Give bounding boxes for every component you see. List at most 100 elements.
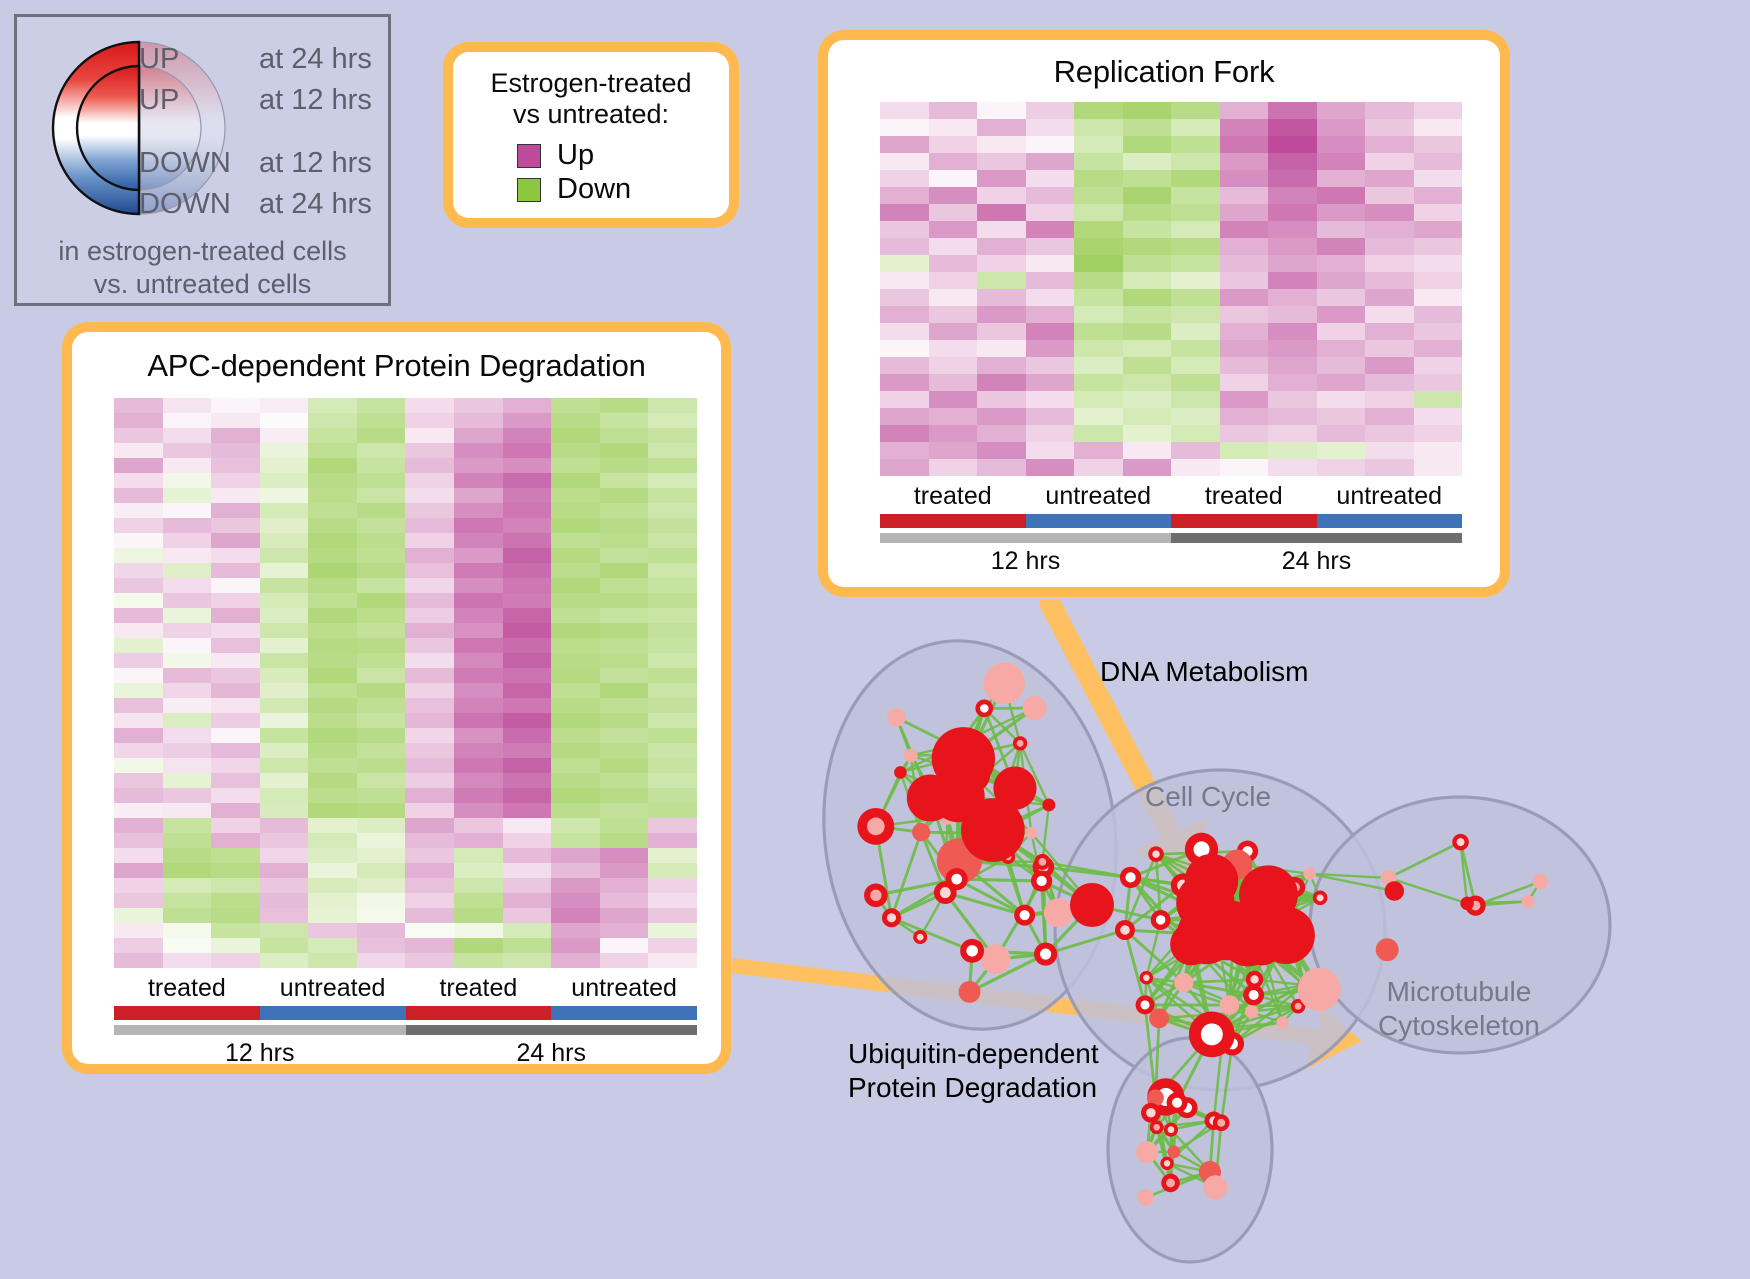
network-node [1219, 995, 1240, 1015]
heatmap-cell [1025, 306, 1074, 323]
colorwheel-direction: DOWN [139, 188, 231, 220]
heatmap-cell [977, 221, 1026, 238]
heatmap-cell [648, 398, 697, 413]
heatmap-cell [1365, 102, 1414, 119]
heatmap-cell [502, 923, 552, 938]
heatmap-cell [162, 683, 212, 698]
heatmap-cell [114, 503, 163, 518]
heatmap-cell [1219, 391, 1268, 408]
heatmap-cell [356, 473, 406, 488]
heatmap-cell [1219, 306, 1268, 323]
network-node-core [1248, 989, 1259, 1001]
key-heading-line-1: Estrogen-treated [490, 68, 692, 98]
network-node-core [1316, 894, 1324, 902]
heatmap-cell [162, 608, 212, 623]
up-down-key-inner: Estrogen-treated vs untreated: Up Down [453, 52, 729, 218]
time-color-segment [405, 1025, 697, 1035]
apc-degradation-inner: APC-dependent Protein Degradation treate… [72, 332, 721, 1067]
heatmap-cell [259, 908, 309, 923]
heatmap-cell [928, 340, 977, 357]
heatmap-cell [1074, 357, 1123, 374]
heatmap-cell [599, 893, 649, 908]
heatmap-cell [454, 398, 503, 413]
heatmap-cell [1025, 187, 1074, 204]
colorwheel-legend-labels: UP at 24 hrs UP at 12 hrs DOWN at 12 hrs… [139, 43, 389, 229]
heatmap-cell [405, 638, 455, 653]
network-node [1022, 696, 1047, 721]
heatmap-cell [1365, 459, 1414, 476]
network-node [960, 798, 1025, 862]
heatmap-cell [1413, 187, 1462, 204]
heatmap-cell [880, 459, 929, 476]
network-node-core [1217, 1118, 1226, 1127]
heatmap-cell [648, 683, 697, 698]
network-node [894, 766, 907, 779]
heatmap-cell [405, 503, 455, 518]
heatmap-cell [599, 683, 649, 698]
heatmap-cell [1171, 374, 1220, 391]
heatmap-cell [648, 443, 697, 458]
heatmap-cell [356, 728, 406, 743]
heatmap-cell [648, 818, 697, 833]
heatmap-cell [405, 743, 455, 758]
heatmap-cell [162, 728, 212, 743]
network-node-core [1120, 925, 1130, 935]
heatmap-cell [502, 623, 552, 638]
heatmap-cell [502, 713, 552, 728]
group-color-segment [551, 1006, 697, 1020]
heatmap-cell [1025, 102, 1074, 119]
network-edge [1045, 928, 1126, 956]
heatmap-cell [502, 518, 552, 533]
heatmap-cell [1122, 272, 1171, 289]
heatmap-cell [551, 923, 600, 938]
heatmap-cell [648, 788, 697, 803]
group-color-segment [1025, 514, 1171, 528]
heatmap-cell [162, 458, 212, 473]
heatmap-cell [114, 638, 163, 653]
heatmap-cell [1025, 204, 1074, 221]
heatmap-cell [1074, 170, 1123, 187]
network-node [958, 980, 981, 1003]
heatmap-cell [259, 608, 309, 623]
heatmap-cell [454, 923, 503, 938]
heatmap-cell [502, 848, 552, 863]
group-labels: treated untreated treated untreated [114, 974, 697, 1003]
heatmap-cell [551, 563, 600, 578]
colorwheel-direction: UP [139, 84, 180, 116]
heatmap-cell [1025, 136, 1074, 153]
heatmap-cell [928, 442, 977, 459]
heatmap-cell [1171, 459, 1220, 476]
heatmap-cell [308, 728, 357, 743]
heatmap-cell [977, 442, 1026, 459]
heatmap-cell [356, 428, 406, 443]
heatmap-cell [162, 938, 212, 953]
key-label-up: Up [557, 139, 595, 172]
heatmap-cell [502, 593, 552, 608]
up-down-key-panel: Estrogen-treated vs untreated: Up Down [443, 42, 739, 228]
heatmap-cell [1025, 119, 1074, 136]
heatmap-cell [599, 518, 649, 533]
heatmap-cell [308, 398, 357, 413]
heatmap-cell [356, 578, 406, 593]
heatmap-cell [1025, 238, 1074, 255]
network-node [1025, 826, 1038, 840]
heatmap-cell [259, 443, 309, 458]
heatmap-cell [648, 428, 697, 443]
heatmap-cell [1365, 170, 1414, 187]
heatmap-cell [308, 653, 357, 668]
time-color-bar [880, 533, 1462, 543]
heatmap-cell [259, 863, 309, 878]
heatmap-cell [1268, 272, 1317, 289]
heatmap-cell [1171, 221, 1220, 238]
heatmap-cell [551, 683, 600, 698]
heatmap-cell [259, 758, 309, 773]
heatmap-cell [977, 119, 1026, 136]
heatmap-cell [551, 503, 600, 518]
network-node-core [1172, 1097, 1183, 1108]
heatmap-cell [308, 743, 357, 758]
heatmap-cell [356, 863, 406, 878]
heatmap-cell [162, 623, 212, 638]
footer-line-2: vs. untreated cells [93, 268, 312, 299]
heatmap-cell [977, 289, 1026, 306]
heatmap-cell [211, 503, 260, 518]
